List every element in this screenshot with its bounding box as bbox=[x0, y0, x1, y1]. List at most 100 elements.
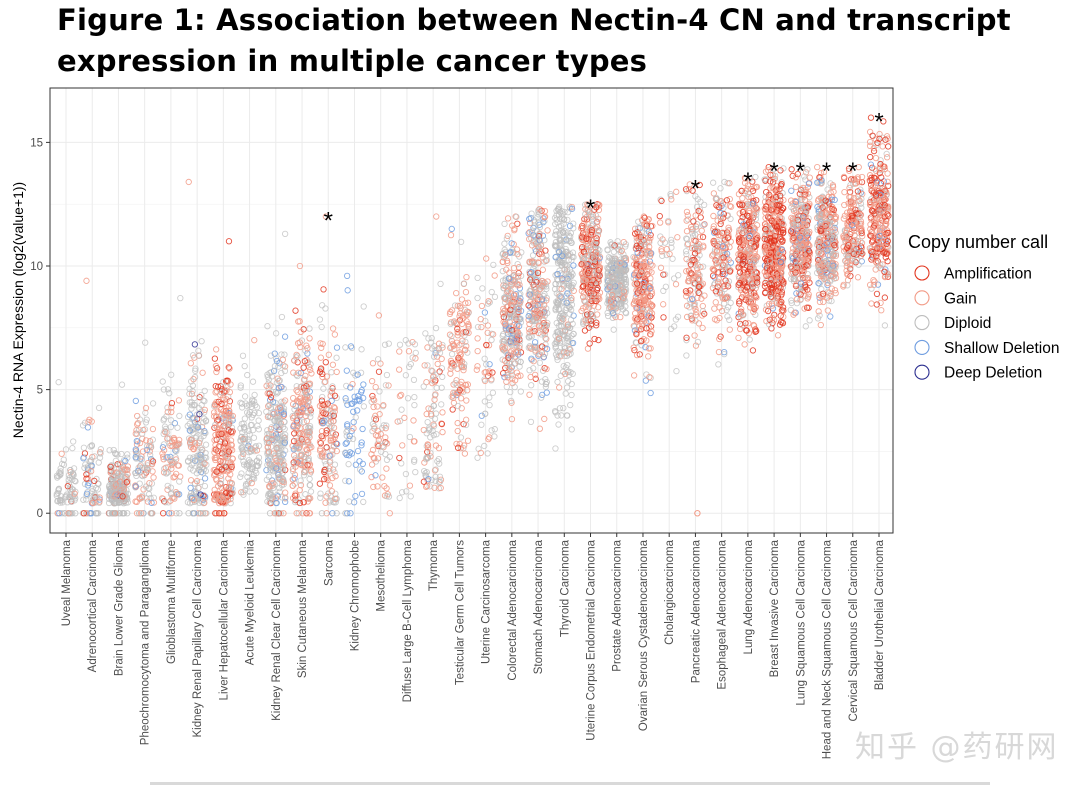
data-point bbox=[160, 386, 168, 393]
data-point bbox=[83, 471, 90, 478]
data-point bbox=[189, 510, 197, 517]
data-point bbox=[112, 457, 119, 465]
data-point bbox=[139, 448, 147, 455]
data-point bbox=[69, 445, 76, 452]
data-point bbox=[168, 461, 175, 469]
data-point bbox=[112, 499, 119, 506]
data-point bbox=[171, 473, 178, 480]
data-point bbox=[219, 496, 227, 504]
data-point bbox=[201, 460, 208, 467]
data-point bbox=[88, 418, 95, 425]
figure-title-line-2: expression in multiple cancer types bbox=[57, 44, 648, 78]
data-point bbox=[120, 456, 128, 464]
data-point bbox=[106, 447, 113, 454]
data-point bbox=[211, 437, 218, 444]
data-point bbox=[218, 400, 225, 407]
data-point bbox=[142, 437, 150, 444]
data-point bbox=[221, 400, 228, 407]
data-point bbox=[122, 466, 129, 473]
data-point bbox=[225, 364, 232, 371]
data-point bbox=[54, 498, 61, 505]
data-point bbox=[228, 463, 235, 470]
data-point bbox=[197, 510, 205, 517]
data-point bbox=[144, 462, 151, 469]
data-point bbox=[107, 463, 114, 470]
data-point bbox=[215, 383, 222, 390]
data-point bbox=[142, 404, 150, 412]
data-point bbox=[112, 450, 119, 458]
data-point bbox=[150, 494, 158, 501]
data-point bbox=[188, 378, 195, 385]
data-point bbox=[95, 404, 103, 412]
data-point bbox=[67, 510, 75, 517]
data-point bbox=[58, 450, 65, 457]
data-point bbox=[195, 484, 202, 492]
data-point bbox=[193, 411, 201, 418]
data-point bbox=[144, 460, 152, 467]
data-point bbox=[212, 492, 220, 500]
data-point bbox=[54, 474, 61, 481]
data-point bbox=[80, 455, 87, 462]
data-point bbox=[147, 510, 154, 517]
data-point bbox=[212, 389, 219, 396]
data-point bbox=[218, 466, 226, 473]
data-point bbox=[62, 493, 69, 501]
data-point bbox=[116, 499, 123, 506]
data-point bbox=[72, 478, 79, 485]
data-point bbox=[142, 419, 150, 426]
data-point bbox=[187, 477, 195, 484]
category-points bbox=[158, 294, 184, 517]
data-point bbox=[123, 494, 131, 501]
data-point bbox=[95, 480, 102, 488]
data-point bbox=[224, 438, 231, 445]
data-point bbox=[199, 369, 206, 376]
data-point bbox=[195, 404, 202, 412]
data-point bbox=[186, 427, 193, 434]
data-point bbox=[173, 510, 180, 517]
data-point bbox=[218, 430, 225, 438]
data-point bbox=[64, 483, 71, 490]
data-point bbox=[164, 408, 171, 416]
data-point bbox=[211, 466, 219, 474]
data-point bbox=[65, 510, 72, 517]
data-point bbox=[80, 444, 88, 451]
data-point bbox=[194, 442, 201, 449]
data-point bbox=[88, 463, 95, 470]
data-point bbox=[190, 496, 198, 504]
data-point bbox=[173, 442, 180, 450]
data-point bbox=[161, 423, 169, 430]
data-point bbox=[223, 412, 230, 419]
data-point bbox=[89, 500, 97, 507]
data-point bbox=[57, 497, 64, 504]
data-point bbox=[168, 510, 175, 517]
data-point bbox=[212, 475, 220, 482]
data-point bbox=[71, 497, 78, 504]
data-point bbox=[143, 416, 150, 423]
data-point bbox=[213, 468, 220, 475]
data-point bbox=[213, 346, 220, 353]
data-point bbox=[143, 446, 151, 454]
data-point bbox=[191, 401, 198, 409]
data-point bbox=[220, 378, 227, 386]
data-point bbox=[226, 486, 233, 493]
data-point bbox=[133, 510, 141, 517]
data-point bbox=[168, 408, 175, 416]
data-point bbox=[168, 404, 175, 411]
data-point bbox=[83, 510, 90, 517]
data-point bbox=[119, 493, 126, 500]
data-point bbox=[192, 421, 199, 429]
data-point bbox=[189, 382, 196, 389]
data-point bbox=[146, 451, 154, 459]
data-point bbox=[132, 469, 139, 477]
data-point bbox=[196, 411, 203, 418]
data-point bbox=[163, 413, 170, 420]
data-point bbox=[144, 466, 152, 473]
data-point bbox=[185, 510, 192, 517]
data-point bbox=[212, 362, 220, 370]
data-point bbox=[198, 338, 205, 345]
data-point bbox=[211, 401, 219, 409]
data-point bbox=[70, 471, 77, 479]
data-point bbox=[192, 365, 199, 372]
data-point bbox=[96, 494, 103, 501]
